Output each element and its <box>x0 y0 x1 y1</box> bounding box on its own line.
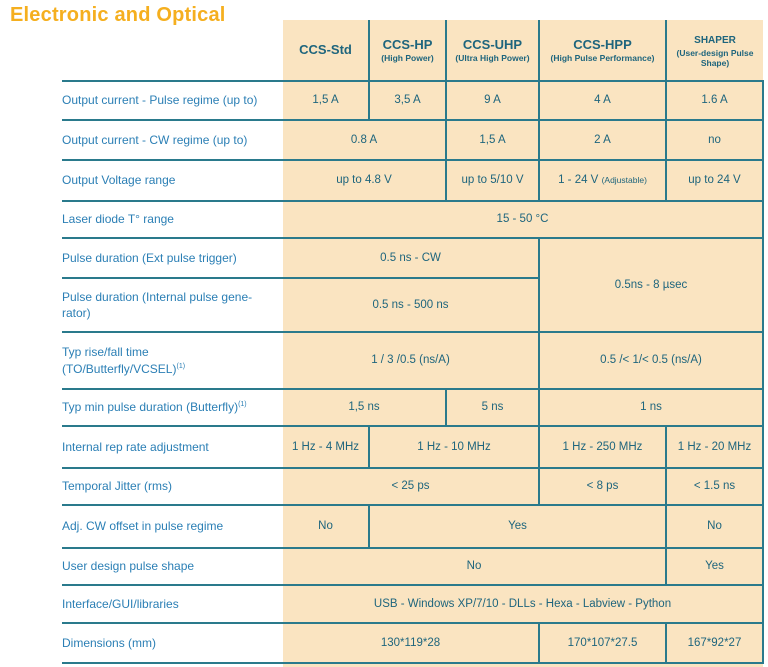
spec-cell: 1 ns <box>538 389 764 427</box>
spec-note: (Adjustable) <box>601 175 647 186</box>
row-label: Temporal Jitter (rms) <box>62 468 283 506</box>
spec-cell: 1 Hz - 250 MHz <box>538 426 666 469</box>
spec-cell: 1 Hz - 10 MHz <box>368 426 539 469</box>
table-row: Interface/GUI/libraries USB - Windows XP… <box>62 585 764 624</box>
row-label: User design pulse shape <box>62 548 283 586</box>
table-row: Output current - Pulse regime (up to) 1,… <box>62 81 764 121</box>
spec-cell: 1 / 3 /0.5 (ns/A) <box>283 332 539 390</box>
spec-cell: Yes <box>368 505 666 549</box>
row-label: Internal rep rate adjustment <box>62 426 283 469</box>
row-label: Interface/GUI/libraries <box>62 585 283 624</box>
spec-cell: 167*92*27 <box>665 623 764 664</box>
spec-cell: 0.5 ns - CW <box>283 238 539 279</box>
row-label: Laser diode T° range <box>62 201 283 239</box>
spec-cell: < 1.5 ns <box>665 468 764 506</box>
spec-cell: 170*107*27.5 <box>538 623 666 664</box>
column-header-ccs-hpp: CCS-HPP (High Pulse Performance) <box>538 20 666 82</box>
table-row: Typ rise/fall time (TO/Butterfly/VCSEL)(… <box>62 332 764 390</box>
column-name: CCS-Std <box>299 41 352 57</box>
spec-cell: 1,5 ns <box>283 389 446 427</box>
spec-cell: 5 ns <box>445 389 539 427</box>
spec-cell: < 25 ps <box>283 468 539 506</box>
column-header-ccs-uhp: CCS-UHP (Ultra High Power) <box>445 20 539 82</box>
spec-cell: no <box>665 120 764 161</box>
spec-cell: 0.5 /< 1/< 0.5 (ns/A) <box>538 332 764 390</box>
spec-cell: 4 A <box>538 81 666 121</box>
spec-cell: 15 - 50 °C <box>283 201 764 239</box>
spec-value: 1 - 24 V <box>558 174 599 187</box>
row-label: Typ rise/fall time (TO/Butterfly/VCSEL)(… <box>62 332 283 390</box>
spec-cell: 3,5 A <box>368 81 446 121</box>
spec-cell: up to 24 V <box>665 160 764 202</box>
table-row: Temporal Jitter (rms) < 25 ps < 8 ps < 1… <box>62 468 764 506</box>
row-label: Output Voltage range <box>62 160 283 202</box>
row-label: Output current - CW regime (up to) <box>62 120 283 161</box>
table-row: Internal rep rate adjustment 1 Hz - 4 MH… <box>62 426 764 469</box>
spec-cell: No <box>665 505 764 549</box>
row-label-text: Typ min pulse duration (Butterfly) <box>62 400 239 415</box>
table-row: Output current - CW regime (up to) 0.8 A… <box>62 120 764 161</box>
spec-cell: 1 Hz - 4 MHz <box>283 426 369 469</box>
header-row: CCS-Std CCS-HP (High Power) CCS-UHP (Ult… <box>62 20 763 82</box>
row-label: Output current - Pulse regime (up to) <box>62 81 283 121</box>
column-name: CCS-HPP <box>573 36 632 52</box>
table-row: Pulse duration (Ext pulse trigger) 0.5 n… <box>62 238 764 333</box>
column-name: CCS-HP <box>382 36 433 52</box>
spec-cell: USB - Windows XP/7/10 - DLLs - Hexa - La… <box>283 585 764 624</box>
row-label: Pulse duration (Ext pulse trigger) <box>62 238 283 279</box>
row-label: Adj. CW offset in pulse regime <box>62 505 283 549</box>
header-corner-spacer <box>62 20 283 82</box>
spec-cell: 2 A <box>538 120 666 161</box>
spec-cell: 0.5ns - 8 µsec <box>538 238 764 333</box>
spec-cell: 1,5 A <box>445 120 539 161</box>
footnote-marker: (1) <box>238 401 247 409</box>
spec-cell: Yes <box>665 548 764 586</box>
spec-cell: 1 Hz - 20 MHz <box>665 426 764 469</box>
column-subtitle: (User-design Pulse Shape) <box>676 47 754 69</box>
table-row: Output Voltage range up to 4.8 V up to 5… <box>62 160 764 202</box>
spec-cell: No <box>283 505 369 549</box>
spec-cell: 0.5 ns - 500 ns <box>283 278 539 333</box>
column-name: SHAPER <box>694 35 736 47</box>
table-row: Pulse duration (Internal pulse gene- rat… <box>62 278 763 333</box>
spec-cell: 1.6 A <box>665 81 764 121</box>
spec-cell: 1,5 A <box>283 81 369 121</box>
spec-cell: 1 - 24 V (Adjustable) <box>538 160 666 202</box>
column-header-shaper: SHAPER (User-design Pulse Shape) <box>665 20 763 82</box>
column-subtitle: (Ultra High Power) <box>455 52 530 63</box>
spec-cell: up to 5/10 V <box>445 160 539 202</box>
table-row: Dimensions (mm) 130*119*28 170*107*27.5 … <box>62 623 764 664</box>
spec-cell: up to 4.8 V <box>283 160 446 202</box>
spec-table: CCS-Std CCS-HP (High Power) CCS-UHP (Ult… <box>62 20 764 664</box>
column-header-ccs-hp: CCS-HP (High Power) <box>368 20 446 82</box>
table-row: Adj. CW offset in pulse regime No Yes No <box>62 505 764 549</box>
table-row: User design pulse shape No Yes <box>62 548 764 586</box>
column-subtitle: (High Pulse Performance) <box>550 52 655 63</box>
spec-cell: 0.8 A <box>283 120 446 161</box>
column-header-ccs-std: CCS-Std <box>283 20 369 82</box>
column-name: CCS-UHP <box>462 36 523 52</box>
row-label: Typ min pulse duration (Butterfly)(1) <box>62 389 283 427</box>
next-row-cutoff-sliver <box>283 664 763 667</box>
spec-cell: < 8 ps <box>538 468 666 506</box>
spec-cell: 9 A <box>445 81 539 121</box>
table-row: Laser diode T° range 15 - 50 °C <box>62 201 764 239</box>
footnote-marker: (1) <box>176 362 186 370</box>
row-label: Dimensions (mm) <box>62 623 283 664</box>
column-subtitle: (High Power) <box>381 52 434 63</box>
spec-cell: 130*119*28 <box>283 623 539 664</box>
table-row: Typ min pulse duration (Butterfly)(1) 1,… <box>62 389 764 427</box>
row-label: Pulse duration (Internal pulse gene- rat… <box>62 278 283 333</box>
row-label-text: Typ rise/fall time (TO/Butterfly/VCSEL) <box>62 345 177 376</box>
spec-cell: No <box>283 548 666 586</box>
